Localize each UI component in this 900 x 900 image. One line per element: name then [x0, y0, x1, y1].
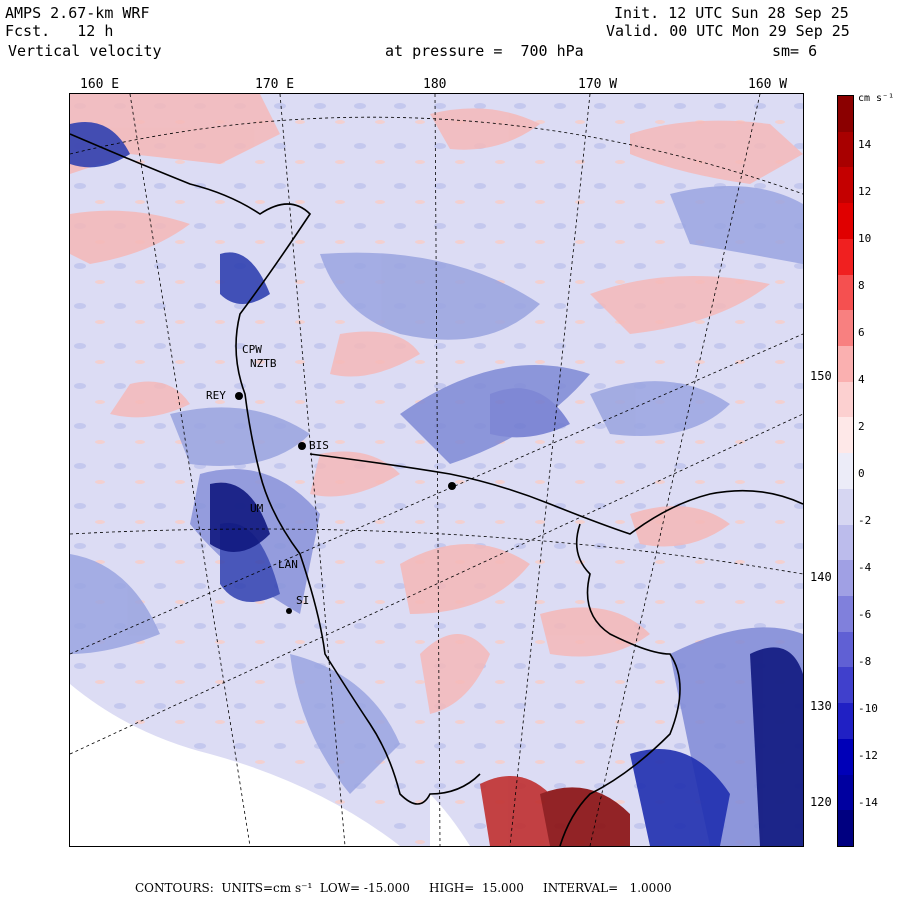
colorbar-segment: [838, 703, 853, 740]
station-label-cpw: CPW: [242, 343, 262, 356]
colorbar-unit: cm s⁻¹: [858, 93, 895, 104]
colorbar-tick-label: -10: [858, 702, 878, 715]
colorbar-segment: [838, 596, 853, 633]
land-mask: [70, 684, 400, 846]
lon-label-170w: 170 W: [578, 77, 618, 92]
valid-time: Valid. 00 UTC Mon 29 Sep 25: [606, 22, 850, 40]
colorbar-segment: [838, 310, 853, 347]
contours-footer: CONTOURS: UNITS=cm s⁻¹ LOW= -15.000 HIGH…: [135, 881, 672, 895]
station-label-rey: REY: [206, 389, 226, 402]
init-time: Init. 12 UTC Sun 28 Sep 25: [614, 4, 849, 22]
colorbar-segment: [838, 524, 853, 561]
terrain-noise: [70, 122, 803, 846]
station-markers: [235, 392, 456, 614]
coastline: [70, 133, 803, 846]
station-label-um: UM: [250, 502, 264, 515]
colorbar-tick-label: 12: [858, 185, 872, 198]
variable-name: Vertical velocity: [8, 42, 162, 60]
pressure-level: at pressure = 700 hPa: [385, 42, 584, 60]
colorbar-segment: [838, 810, 853, 847]
lon-label-170e: 170 E: [255, 77, 295, 92]
lon-label-160w: 160 W: [748, 77, 788, 92]
colorbar-tick-label: -8: [858, 655, 872, 668]
colorbar: [837, 95, 854, 847]
forecast-hour: Fcst. 12 h: [5, 22, 114, 40]
colorbar-tick-label: 6: [858, 326, 865, 339]
model-title: AMPS 2.67-km WRF: [5, 4, 150, 22]
station-dot-sf: [448, 482, 456, 490]
colorbar-tick-label: -14: [858, 796, 878, 809]
colorbar-tick-label: 0: [858, 467, 865, 480]
station-dot-rey: [235, 392, 243, 400]
station-dot-si: [286, 608, 292, 614]
colorbar-segment: [838, 203, 853, 240]
station-label-si: SI: [296, 594, 310, 607]
positive-velocity-regions: [70, 94, 803, 714]
map-canvas: [70, 94, 803, 846]
colorbar-segment: [838, 417, 853, 454]
colorbar-segment: [838, 381, 853, 418]
colorbar-segment: [838, 274, 853, 311]
colorbar-segment: [838, 631, 853, 668]
colorbar-segment: [838, 560, 853, 597]
colorbar-segment: [838, 667, 853, 704]
colorbar-tick-label: 10: [858, 232, 872, 245]
colorbar-tick-label: 2: [858, 420, 865, 433]
negative-velocity-regions: [70, 186, 803, 846]
station-dot-bis: [298, 442, 306, 450]
station-label-lan: LAN: [278, 558, 298, 571]
graticule: [70, 94, 803, 846]
colorbar-segment: [838, 238, 853, 276]
colorbar-tick-label: -12: [858, 749, 878, 762]
station-label-bis: BIS: [309, 439, 329, 452]
smoothing-value: sm= 6: [772, 42, 818, 60]
colorbar-segment: [838, 131, 853, 168]
colorbar-tick-label: -2: [858, 514, 872, 527]
lon-label-180: 180: [423, 77, 447, 92]
colorbar-tick-label: -4: [858, 561, 872, 574]
colorbar-tick-label: 4: [858, 373, 865, 386]
colorbar-tick-label: 14: [858, 138, 872, 151]
lon-label-160e: 160 E: [80, 77, 120, 92]
colorbar-segment: [838, 346, 853, 383]
colorbar-segment: [838, 738, 853, 776]
station-label-nztb: NZTB: [250, 357, 277, 370]
colorbar-tick-label: 8: [858, 279, 865, 292]
colorbar-tick-label: -6: [858, 608, 872, 621]
vertical-velocity-map: CPW NZTB REY BIS UM LAN SI: [69, 93, 804, 847]
colorbar-segment: [838, 488, 853, 526]
colorbar-segment: [838, 453, 853, 490]
colorbar-segment: [838, 774, 853, 811]
colorbar-segment: [838, 96, 853, 133]
colorbar-segment: [838, 167, 853, 204]
